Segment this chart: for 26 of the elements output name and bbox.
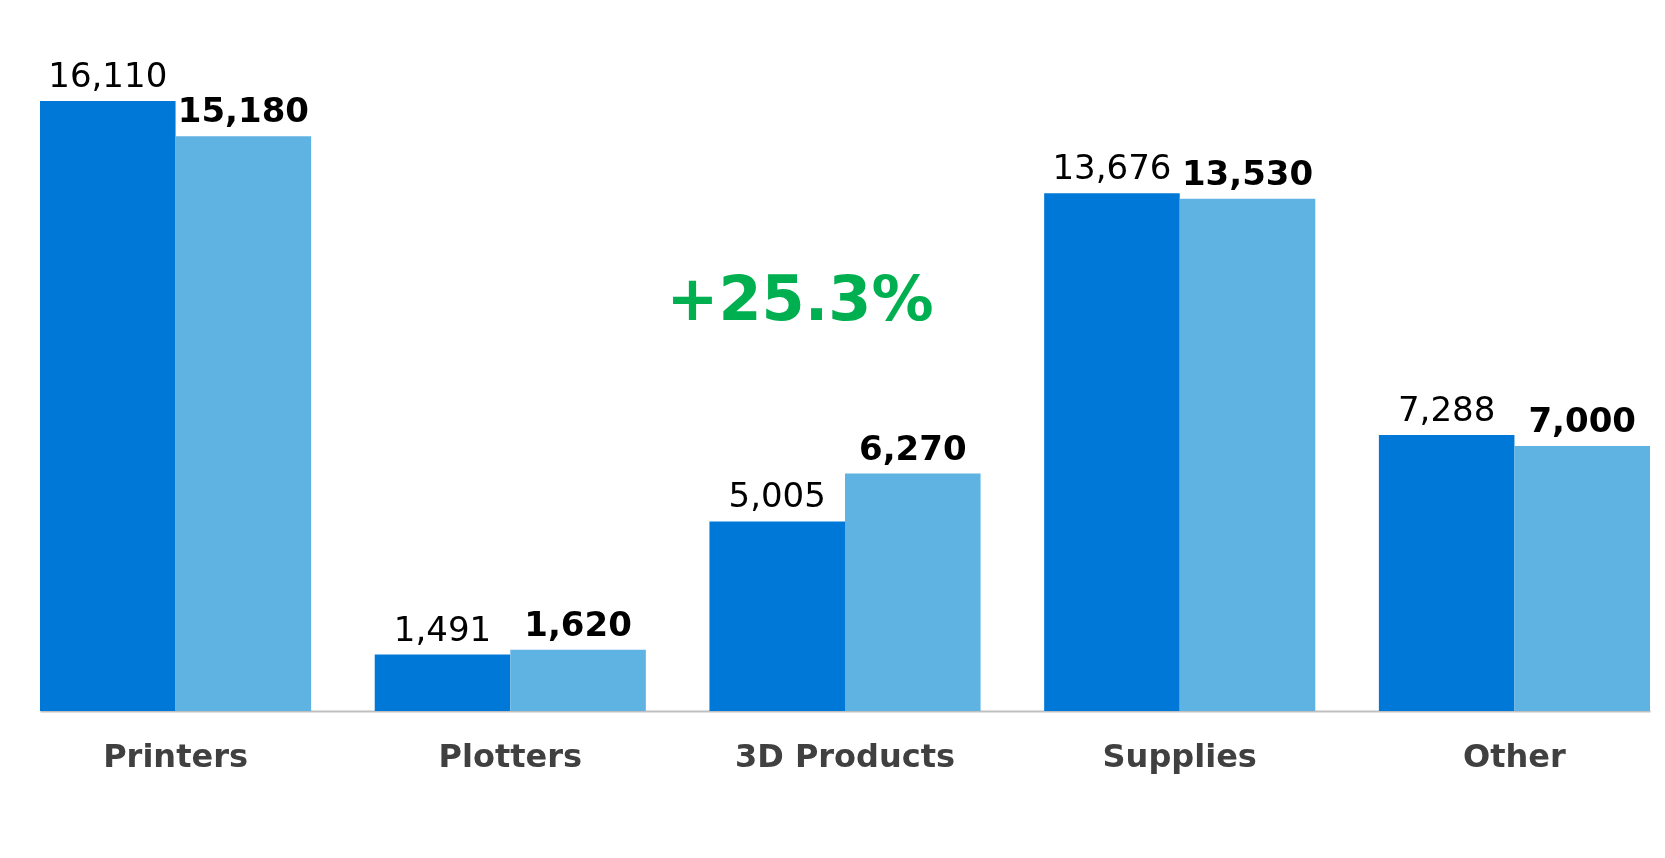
x-tick-label: Supplies [1102, 736, 1257, 775]
bar [40, 101, 176, 711]
data-label: 13,676 [1052, 147, 1172, 188]
x-tick-label: Other [1463, 736, 1567, 775]
bar [175, 136, 312, 711]
bar [1044, 193, 1180, 711]
bar [1378, 435, 1515, 711]
annotation: +25.3% [666, 262, 934, 335]
bar [845, 473, 981, 711]
data-label: 6,270 [859, 427, 967, 468]
bar [1514, 445, 1650, 711]
x-tick-label: Plotters [438, 736, 583, 775]
data-label: 13,530 [1181, 152, 1314, 193]
bar [1179, 198, 1316, 711]
bar [510, 649, 646, 711]
data-label: 7,288 [1397, 389, 1496, 430]
x-tick-label: Printers [103, 736, 248, 775]
data-label: 15,180 [177, 90, 309, 131]
bar [709, 521, 845, 711]
data-label: 1,491 [393, 608, 492, 649]
bar [374, 654, 511, 711]
data-label: 7,000 [1528, 399, 1636, 440]
data-label: 16,110 [48, 55, 168, 95]
data-label: 5,005 [728, 475, 826, 516]
x-tick-label: 3D Products [734, 736, 956, 775]
data-label: 1,620 [524, 603, 632, 644]
